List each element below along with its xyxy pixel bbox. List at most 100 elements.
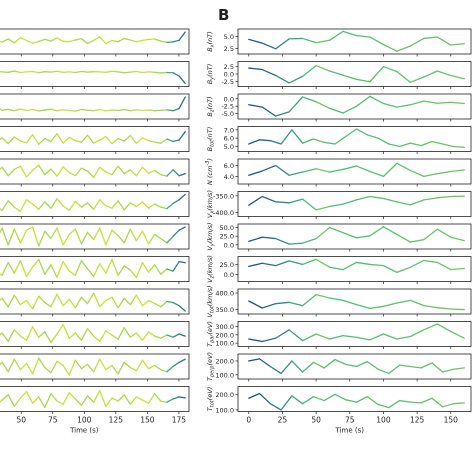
panel-b-series-segment: [369, 226, 385, 237]
panel-a-series-segment: [141, 359, 150, 370]
panel-a-series-segment: [44, 366, 52, 374]
panel-a-series-segment: [178, 358, 186, 363]
panel-a-series-segment: [105, 205, 113, 209]
panel-a-series-segment: [154, 71, 162, 74]
panel-a-series-segment: [62, 364, 70, 376]
panel-b-series-segment: [442, 143, 455, 148]
panel-b-series-segment: [409, 259, 425, 268]
panel-a-series-segment: [80, 395, 89, 406]
panel-b-series-segment: [280, 395, 293, 411]
panel-a-series-segment: [99, 227, 107, 246]
panel-a-series-segment: [129, 366, 138, 372]
panel-a-series-segment: [154, 233, 162, 240]
panel-a-series-segment: [62, 233, 70, 246]
panel-b-y-tick-label: 7.0: [224, 126, 234, 134]
panel-b-series-segment: [355, 128, 368, 136]
panel-b-series-segment: [248, 262, 263, 268]
panel-b-series-segment: [269, 403, 282, 411]
panel-b-series-segment: [328, 335, 344, 340]
panel-b-series-segment: [328, 70, 344, 76]
panel-a-series-segment: [141, 38, 150, 42]
panel-b-series-segment: [355, 304, 371, 309]
panel-a-series-segment: [50, 264, 58, 279]
panel-b-series-segment: [280, 129, 293, 145]
panel-a-series-segment: [93, 227, 101, 241]
panel-a-row: [0, 288, 190, 317]
panel-a-series-segment: [141, 201, 150, 209]
panel-a-series-segment: [166, 202, 174, 210]
panel-a-axes-box: [0, 321, 190, 347]
panel-a-series-segment: [56, 166, 64, 177]
panel-a-series-segment: [62, 298, 70, 307]
panel-a-series-segment: [160, 300, 168, 308]
panel-b-series-segment: [248, 67, 263, 71]
panel-b-series-segment: [452, 367, 465, 370]
panel-a-series-segment: [166, 138, 174, 143]
panel-a-series-segment: [74, 70, 83, 74]
panel-b-row: 2.5 5.0 Bx​(nT): [206, 28, 472, 57]
panel-b-series-segment: [342, 199, 358, 205]
panel-b-series-segment: [248, 170, 263, 176]
panel-a-series-segment: [123, 361, 131, 369]
panel-b-series-segment: [301, 138, 315, 144]
panel-b-series-segment: [398, 142, 412, 148]
panel-b-y-axis-label: Vy​(km/s): [206, 222, 216, 250]
panel-a-series-segment: [135, 39, 144, 43]
panel-a-series-segment: [74, 108, 83, 112]
panel-b-series-segment: [355, 235, 371, 239]
panel-a-series-segment: [123, 108, 131, 112]
panel-a-series-segment: [154, 364, 162, 371]
panel-b-y-tick-label: -2.5: [221, 103, 234, 111]
panel-b-series-segment: [431, 140, 444, 145]
panel-a-series-segment: [105, 364, 113, 371]
panel-b-series-segment: [301, 65, 317, 78]
panel-b-series-segment: [261, 303, 277, 309]
panel-a-series-segment: [44, 230, 52, 240]
panel-b-series-segment: [355, 165, 371, 173]
panel-b-series-segment: [423, 305, 438, 309]
panel-a-series-segment: [135, 396, 144, 401]
panel-b-series-segment: [442, 368, 455, 373]
panel-a-series-segment: [50, 227, 58, 240]
panel-a-series-segment: [62, 136, 70, 144]
panel-b-y-tick-label: 400.0: [215, 290, 234, 298]
panel-b-series-segment: [436, 307, 452, 310]
panel-b-series-segment: [388, 399, 401, 409]
panel-a-series-segment: [80, 363, 89, 370]
panel-a-series-segment: [166, 334, 174, 338]
panel-a-series-segment: [56, 70, 64, 73]
panel-b-series-segment: [301, 168, 317, 173]
panel-b-series-segment: [248, 104, 263, 108]
panel-b-series-segment: [288, 329, 304, 342]
panel-b-row: -350.0 -400.0Vx​(km/s): [206, 190, 472, 219]
panel-b-series-segment: [301, 237, 317, 244]
panel-a-series-segment: [19, 36, 28, 42]
panel-a-series-segment: [141, 71, 150, 74]
panel-a-series-segment: [56, 198, 64, 207]
panel-a-series-segment: [111, 258, 119, 276]
panel-a-series-segment: [105, 70, 113, 73]
panel-b-series-segment: [436, 195, 452, 199]
panel-a-series-segment: [160, 138, 168, 144]
panel-a-series-segment: [19, 299, 28, 306]
panel-a-series-segment: [123, 37, 131, 41]
panel-a-series-segment: [50, 333, 58, 344]
panel-a-series-segment: [62, 260, 70, 272]
panel-b-series-segment: [369, 36, 385, 46]
panel-a-series-segment: [166, 109, 174, 112]
panel-a-axes-box: [0, 386, 190, 412]
panel-a-series-segment: [44, 201, 52, 209]
panel-b-series-segment: [355, 95, 371, 107]
panel-b-y-tick-label: 2.5: [224, 63, 234, 71]
panel-b-series-segment: [409, 299, 425, 307]
panel-a-series-segment: [56, 323, 64, 335]
panel-a-series-segment: [172, 229, 180, 238]
panel-b-series-segment: [355, 336, 371, 341]
panel-b-axes-box: [237, 321, 472, 347]
panel-a-series-segment: [25, 325, 34, 341]
panel-b-row: 5.06.07.0 Btot​(nT): [206, 126, 472, 154]
panel-a-series-segment: [141, 262, 150, 273]
panel-a-series-segment: [93, 199, 101, 210]
panel-a-series-segment: [99, 166, 107, 173]
panel-a-series-segment: [31, 134, 40, 145]
